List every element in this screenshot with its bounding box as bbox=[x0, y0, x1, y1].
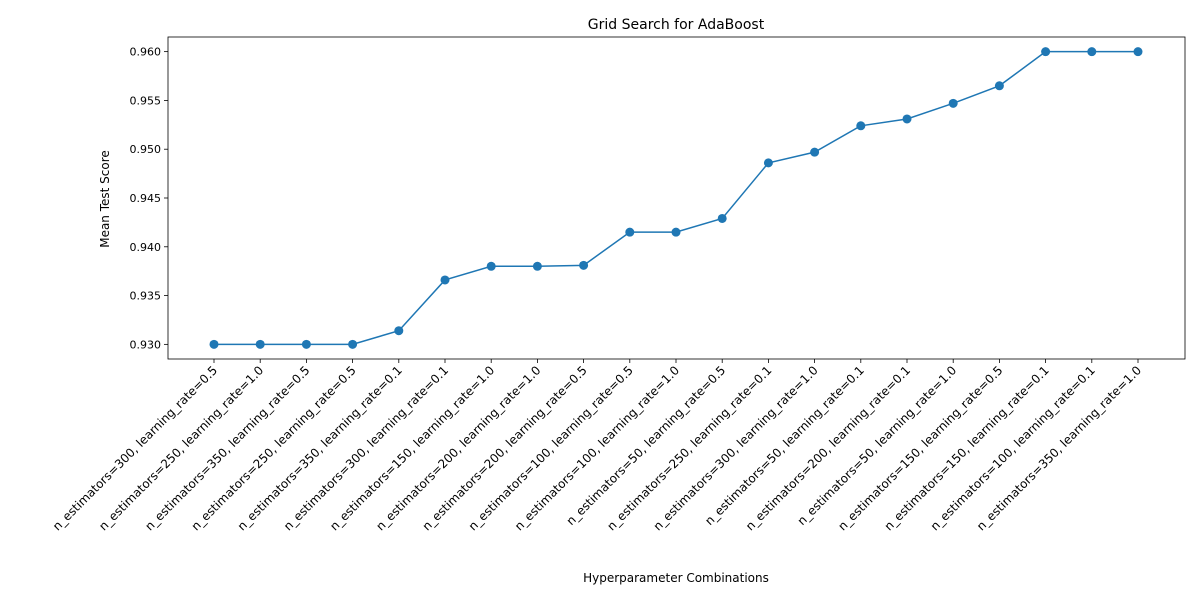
data-point bbox=[810, 147, 820, 157]
chart-title: Grid Search for AdaBoost bbox=[588, 17, 765, 33]
data-point bbox=[579, 260, 589, 270]
plot-frame bbox=[167, 36, 1186, 360]
data-point bbox=[1087, 47, 1097, 57]
data-point bbox=[856, 121, 866, 131]
data-point bbox=[763, 158, 773, 168]
data-point bbox=[1041, 47, 1051, 57]
y-tick-label: 0.940 bbox=[130, 241, 162, 254]
data-point bbox=[532, 261, 542, 271]
y-tick-label: 0.960 bbox=[130, 46, 162, 59]
data-point bbox=[255, 339, 265, 349]
data-point bbox=[209, 339, 219, 349]
data-point bbox=[348, 339, 358, 349]
y-tick-label: 0.955 bbox=[130, 94, 162, 107]
y-tick-label: 0.935 bbox=[130, 290, 162, 303]
data-point bbox=[394, 326, 404, 336]
data-point bbox=[440, 275, 450, 285]
x-axis-label: Hyperparameter Combinations bbox=[583, 571, 769, 585]
data-point bbox=[948, 98, 958, 108]
data-point bbox=[486, 261, 496, 271]
y-tick-label: 0.930 bbox=[130, 338, 162, 351]
data-point bbox=[994, 81, 1004, 91]
data-point bbox=[717, 213, 727, 223]
data-point bbox=[671, 227, 681, 237]
y-tick-label: 0.945 bbox=[130, 192, 162, 205]
data-point bbox=[1133, 47, 1143, 57]
data-point bbox=[301, 339, 311, 349]
data-point bbox=[902, 114, 912, 124]
y-axis-label: Mean Test Score bbox=[98, 150, 112, 248]
y-tick-label: 0.950 bbox=[130, 143, 162, 156]
data-point bbox=[625, 227, 635, 237]
